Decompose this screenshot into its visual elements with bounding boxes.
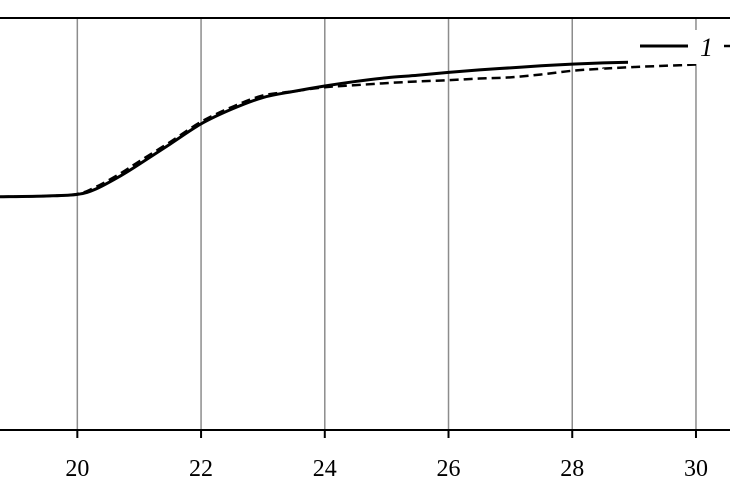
series-line-dashed bbox=[0, 63, 697, 199]
x-tick-label: 30 bbox=[684, 456, 708, 482]
x-tick-label: 26 bbox=[437, 456, 461, 482]
grid-lines bbox=[76, 18, 697, 430]
legend-label: 1 bbox=[700, 33, 713, 62]
x-tick-label: 24 bbox=[313, 456, 337, 482]
x-tick-label: 28 bbox=[560, 456, 584, 482]
series-line-solid bbox=[0, 58, 697, 199]
series-lines bbox=[0, 58, 697, 199]
legend: 1 bbox=[628, 30, 730, 64]
x-tick-label: 20 bbox=[65, 456, 89, 482]
x-tick-label: 22 bbox=[189, 456, 213, 482]
x-axis-ticks: 20 22 24 26 28 30 bbox=[65, 430, 708, 482]
